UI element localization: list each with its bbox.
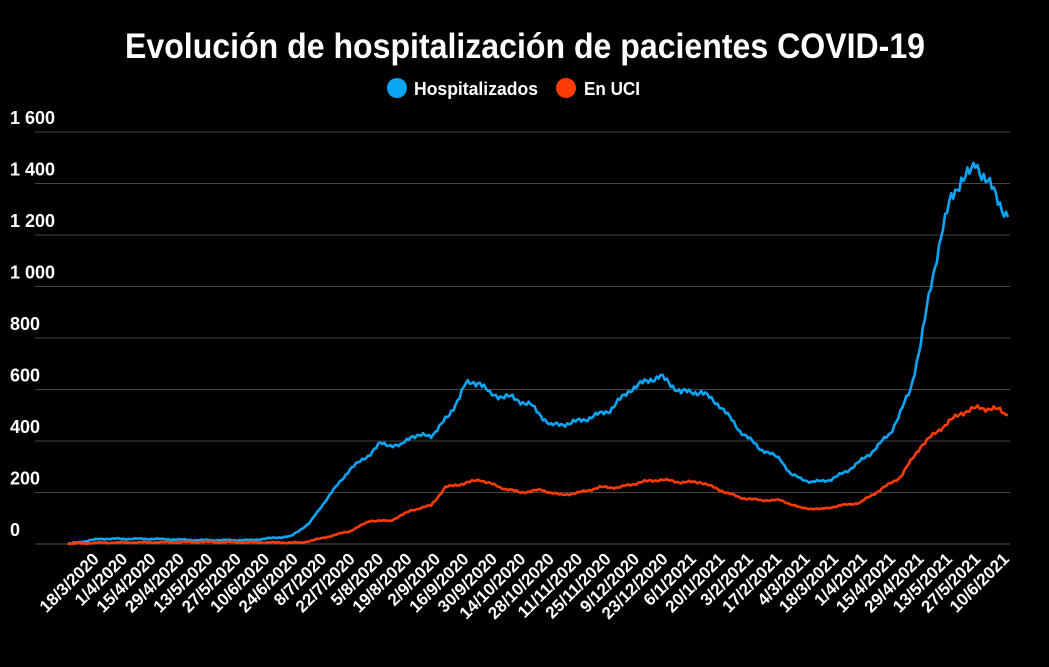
series-line-uci <box>67 404 1009 546</box>
legend: Hospitalizados En UCI <box>387 78 640 99</box>
y-tick-label: 1 400 <box>10 160 55 180</box>
legend-label-hospitalizados: Hospitalizados <box>414 79 538 99</box>
y-tick-label: 0 <box>10 520 20 540</box>
y-tick-label: 1 000 <box>10 263 55 283</box>
legend-marker-uci <box>556 78 576 98</box>
chart-title: Evolución de hospitalización de paciente… <box>125 27 925 66</box>
y-tick-label: 600 <box>10 366 40 386</box>
y-tick-label: 800 <box>10 314 40 334</box>
legend-marker-hospitalizados <box>387 78 407 98</box>
y-tick-label: 200 <box>10 469 40 489</box>
legend-label-uci: En UCI <box>584 79 640 99</box>
y-tick-label: 1 600 <box>10 108 55 128</box>
series-line-hospitalizados <box>67 161 1010 545</box>
y-tick-label: 400 <box>10 417 40 437</box>
y-tick-label: 1 200 <box>10 211 55 231</box>
